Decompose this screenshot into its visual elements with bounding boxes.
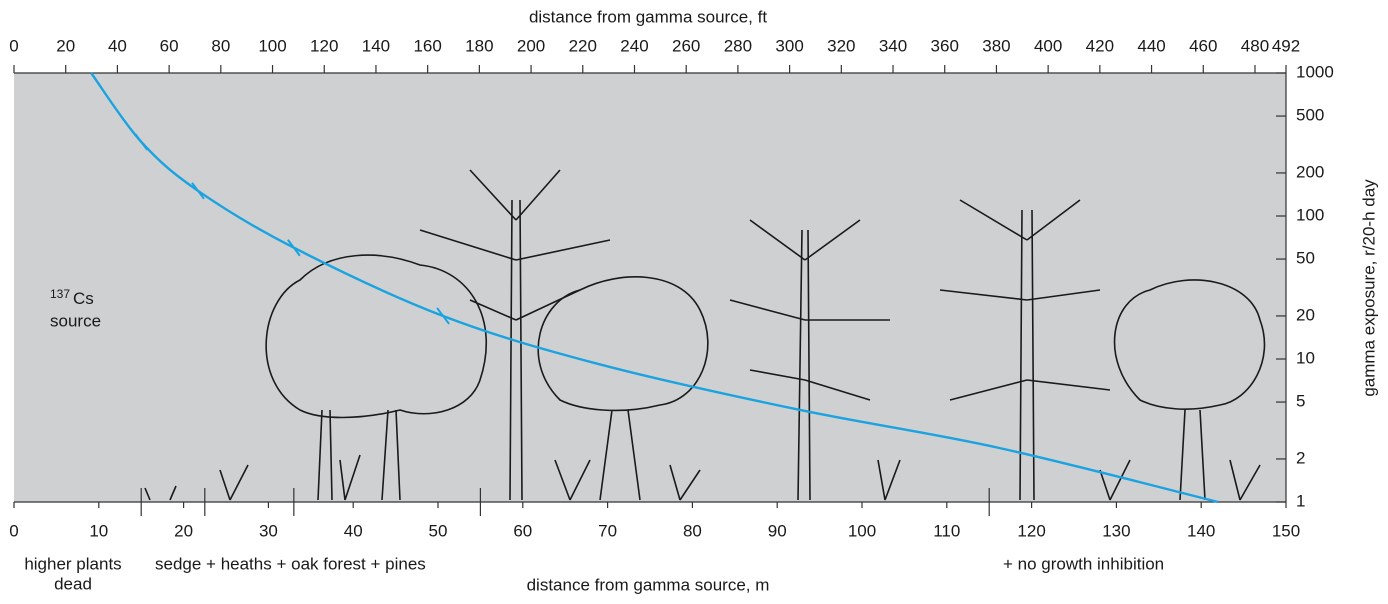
curve-mark — [191, 182, 205, 200]
x-tick-label: 0 — [9, 521, 18, 540]
x-tick-label: 140 — [1187, 521, 1215, 540]
x-tick-label: 30 — [259, 521, 278, 540]
top-tick-label: 100 — [258, 36, 286, 55]
source-label: 137 Cs — [50, 287, 94, 308]
x-tick-label: 130 — [1102, 521, 1130, 540]
tree — [939, 199, 1111, 501]
tree-illustration — [144, 169, 1266, 501]
zone-label: dead — [54, 574, 92, 593]
x-tick-label: 90 — [768, 521, 787, 540]
curve-mark — [287, 239, 301, 257]
top-tick-label: 40 — [108, 36, 127, 55]
top-tick-label: 480 — [1241, 36, 1269, 55]
top-tick-label: 320 — [827, 36, 855, 55]
exposure-curve — [90, 72, 1219, 504]
tree — [729, 219, 890, 501]
y-axis-title: gamma exposure, r/20-h day — [1359, 179, 1378, 397]
element: Cs — [73, 289, 94, 308]
top-tick-label: 492 — [1272, 36, 1300, 55]
tree — [1113, 279, 1266, 501]
y-tick-label: 500 — [1296, 106, 1324, 125]
top-tick-label: 160 — [413, 36, 441, 55]
y-tick-label: 5 — [1296, 392, 1305, 411]
top-tick-label: 400 — [1034, 36, 1062, 55]
isotope: 137 — [50, 287, 70, 301]
top-tick-label: 340 — [879, 36, 907, 55]
shrub — [144, 454, 1261, 501]
y-tick-label: 200 — [1296, 162, 1324, 181]
x-tick-label: 20 — [174, 521, 193, 540]
top-axis-title: distance from gamma source, ft — [529, 7, 767, 26]
y-tick-label: 2 — [1296, 448, 1305, 467]
x-tick-label: 50 — [429, 521, 448, 540]
y-tick-label: 1 — [1296, 491, 1305, 510]
x-tick-label: 100 — [848, 521, 876, 540]
top-tick-label: 60 — [160, 36, 179, 55]
top-tick-label: 240 — [620, 36, 648, 55]
source-label: source — [50, 311, 101, 330]
top-tick-label: 440 — [1137, 36, 1165, 55]
top-tick-label: 420 — [1086, 36, 1114, 55]
top-tick-label: 260 — [672, 36, 700, 55]
top-tick-label: 20 — [56, 36, 75, 55]
zone-label: sedge + heaths + oak forest + pines — [155, 554, 426, 573]
top-tick-label: 380 — [982, 36, 1010, 55]
plot-background — [14, 73, 1286, 502]
tree — [381, 409, 401, 501]
top-tick-label: 280 — [724, 36, 752, 55]
y-tick-label: 100 — [1296, 205, 1324, 224]
x-tick-label: 70 — [598, 521, 617, 540]
tree — [419, 169, 611, 501]
top-tick-label: 360 — [931, 36, 959, 55]
top-tick-label: 0 — [9, 36, 18, 55]
x-tick-label: 110 — [933, 521, 960, 540]
y-tick-label: 10 — [1296, 348, 1315, 367]
top-tick-label: 220 — [569, 36, 597, 55]
curve-mark — [436, 307, 450, 325]
y-tick-label: 1000 — [1296, 62, 1334, 81]
x-axis-title: distance from gamma source, m — [527, 575, 770, 594]
tree — [537, 276, 709, 501]
x-tick-label: 80 — [683, 521, 702, 540]
top-tick-label: 200 — [517, 36, 545, 55]
top-tick-label: 180 — [465, 36, 493, 55]
x-tick-label: 10 — [89, 521, 108, 540]
top-tick-label: 460 — [1189, 36, 1217, 55]
zone-label: higher plants — [24, 554, 121, 573]
y-tick-label: 20 — [1296, 305, 1315, 324]
curve-mark — [134, 133, 148, 151]
x-tick-label: 150 — [1272, 521, 1300, 540]
top-tick-label: 300 — [775, 36, 803, 55]
x-tick-label: 60 — [513, 521, 532, 540]
tree — [265, 254, 488, 501]
zone-label: + no growth inhibition — [1003, 554, 1164, 573]
y-tick-label: 50 — [1296, 249, 1315, 268]
x-tick-label: 40 — [344, 521, 363, 540]
top-tick-label: 120 — [310, 36, 338, 55]
top-tick-label: 80 — [211, 36, 230, 55]
top-tick-label: 140 — [362, 36, 390, 55]
x-tick-label: 120 — [1017, 521, 1045, 540]
